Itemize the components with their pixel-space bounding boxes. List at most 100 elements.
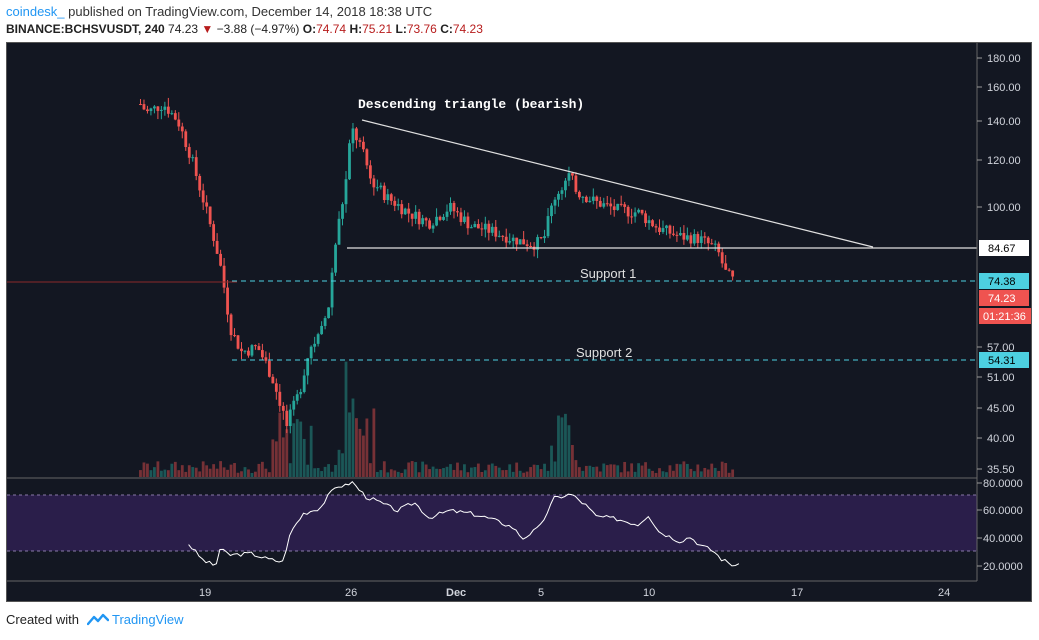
volume-bar: [271, 439, 275, 477]
candle-body: [299, 391, 303, 395]
volume-bar: [584, 465, 588, 477]
volume-bar: [389, 469, 393, 477]
candle-body: [243, 350, 247, 352]
price-chart[interactable]: Descending triangle (bearish) Support 1 …: [7, 43, 1031, 601]
volume-bar: [191, 467, 195, 477]
volume-bar: [382, 461, 386, 477]
candle-body: [177, 119, 181, 127]
candle-body: [703, 236, 707, 238]
volume-bar: [473, 467, 477, 477]
chart-frame[interactable]: Descending triangle (bearish) Support 1 …: [6, 42, 1032, 602]
volume-bar: [532, 464, 536, 477]
volume-bar: [400, 472, 404, 477]
volume-bar: [146, 463, 149, 477]
candle-body: [379, 185, 383, 188]
candle-body: [257, 346, 261, 351]
high-value: 75.21: [362, 22, 393, 36]
volume-bar: [710, 463, 714, 477]
volume-bar: [724, 463, 728, 477]
candle-body: [271, 376, 275, 384]
candle-body: [476, 224, 480, 229]
volume-bar: [564, 413, 567, 477]
candle-body: [316, 334, 320, 344]
volume-bar: [362, 435, 365, 477]
volume-bar: [571, 445, 574, 477]
volume-bar: [449, 464, 452, 477]
volume-bar: [511, 471, 515, 477]
author-link[interactable]: coindesk_: [6, 4, 65, 19]
volume-bar: [250, 472, 254, 477]
candle-body: [623, 204, 627, 207]
price-tick: 45.00: [987, 403, 1015, 415]
candle-body: [511, 237, 515, 242]
volume-bar: [557, 415, 560, 477]
candle-body: [654, 226, 658, 228]
candle-body: [208, 206, 212, 225]
volume-bar: [456, 462, 459, 477]
volume-bar: [341, 453, 344, 477]
volume-bar: [428, 469, 431, 477]
candle-body: [139, 104, 142, 105]
candle-body: [149, 108, 153, 112]
price-tick: 100.00: [987, 202, 1021, 214]
volume-bar: [403, 469, 407, 477]
volume-bar: [233, 463, 236, 477]
price-axis[interactable]: 180.00 160.00 140.00 120.00 100.00 57.00…: [976, 43, 1031, 581]
volume-bar: [316, 467, 320, 477]
candle-body: [459, 212, 463, 223]
volume-bar: [696, 464, 700, 477]
volume-bar: [260, 461, 264, 477]
candle-body: [445, 211, 449, 217]
candle-body: [727, 269, 731, 271]
candle-body: [731, 270, 735, 277]
tradingview-logo-icon[interactable]: [86, 613, 109, 627]
candle-body: [658, 227, 661, 233]
candle-body: [588, 200, 592, 203]
volume-bar: [445, 466, 449, 477]
volume-bar: [619, 472, 623, 477]
volume-bar: [417, 472, 421, 477]
time-axis[interactable]: 19 26 Dec 5 10 17 24: [7, 580, 977, 599]
volume-bar: [567, 425, 571, 477]
candle-body: [281, 405, 285, 411]
triangle-base-price-label: [979, 240, 1029, 256]
candle-body: [710, 243, 714, 245]
last-price: 74.23: [168, 22, 199, 36]
candle-body: [372, 178, 376, 188]
candle-body: [428, 220, 431, 229]
candle-body: [247, 350, 250, 356]
volume-bar: [219, 461, 222, 477]
volume-bar: [215, 468, 219, 477]
time-tick: 17: [791, 587, 803, 599]
candle-body: [647, 220, 651, 224]
volume-bar: [487, 464, 491, 477]
volume-bar: [254, 471, 257, 477]
candle-body: [640, 209, 644, 214]
candle-body: [668, 225, 672, 234]
candle-body: [421, 218, 425, 225]
volume-bar: [452, 469, 456, 477]
volume-bar: [623, 461, 627, 477]
triangle-upper-trendline[interactable]: [361, 119, 874, 248]
candle-body: [285, 410, 289, 427]
candle-body: [546, 216, 550, 237]
candle-body: [260, 350, 264, 358]
volume-bar: [170, 463, 174, 477]
candle-body: [267, 360, 271, 377]
candle-body: [487, 223, 491, 233]
rsi-tick: 80.0000: [983, 478, 1023, 490]
volume-bar: [616, 465, 620, 477]
candle-body: [564, 180, 567, 191]
candle-body: [605, 203, 609, 205]
candle-body: [166, 106, 170, 114]
tradingview-brand[interactable]: TradingView: [112, 612, 184, 627]
volume-bar: [501, 470, 505, 477]
candle-body: [682, 232, 686, 240]
volume-bar: [435, 468, 438, 477]
time-tick: Dec: [446, 587, 466, 599]
candle-body: [358, 140, 362, 142]
candle-body: [313, 343, 317, 347]
candle-body: [274, 383, 278, 392]
candle-body: [344, 179, 348, 205]
volume-bar: [731, 469, 735, 477]
